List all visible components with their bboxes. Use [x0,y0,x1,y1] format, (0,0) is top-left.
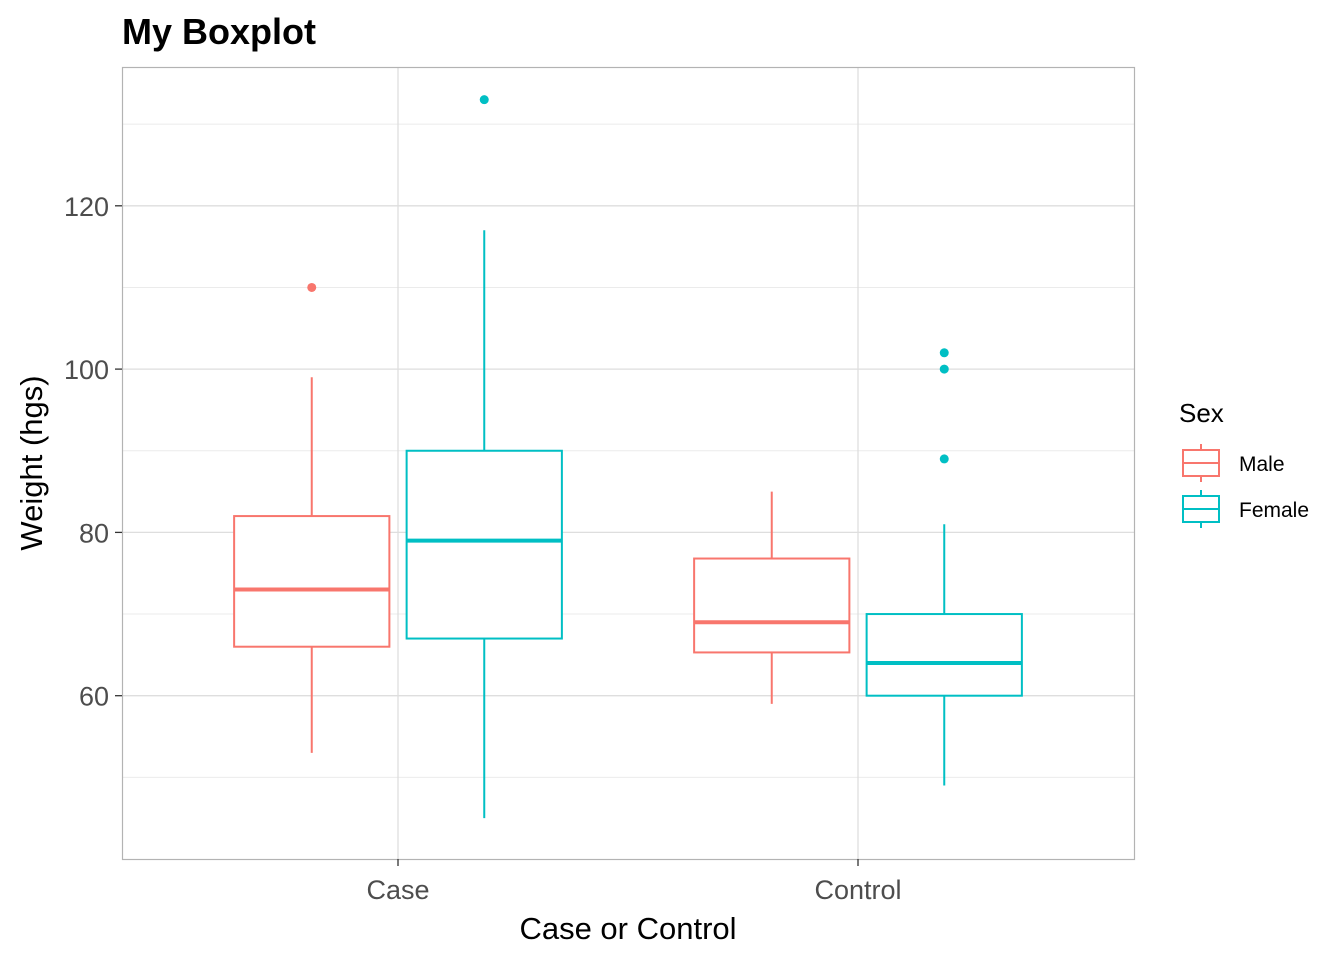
legend-key [1182,444,1220,482]
y-tick-label: 80 [79,518,109,548]
outlier-point [479,95,489,105]
box-female-case [405,95,563,819]
y-axis-title: Weight (hgs) [14,375,49,550]
box-male-control [693,491,851,704]
box-female-control [865,348,1023,786]
box-iqr [405,449,563,640]
legend-label: Male [1239,453,1285,476]
box-iqr [693,557,851,654]
legend: Sex Male Female [1179,398,1309,528]
legend-label: Female [1239,499,1309,522]
x-axis-title: Case or Control [519,911,736,946]
box-iqr [233,515,391,648]
grid-major [122,67,1134,859]
outlier-point [939,348,949,358]
box-iqr [865,613,1023,697]
x-tick-label: Case [366,875,429,905]
legend-item-female: Female [1182,490,1309,528]
x-tick-label: Control [814,875,901,905]
y-axis-ticks: 60 80 100 120 [64,192,122,712]
y-tick-label: 60 [79,682,109,712]
legend-key [1182,490,1220,528]
x-axis-ticks: Case Control [366,859,902,905]
y-tick-label: 100 [64,355,109,385]
outlier-point [307,282,317,292]
legend-item-male: Male [1182,444,1285,482]
y-tick-label: 120 [64,192,109,222]
outlier-point [939,454,949,464]
box-male-case [233,282,391,753]
legend-title: Sex [1179,398,1224,428]
panel-border [121,66,1136,861]
outlier-point [939,364,949,374]
chart-title: My Boxplot [122,11,316,52]
boxes [233,95,1023,819]
